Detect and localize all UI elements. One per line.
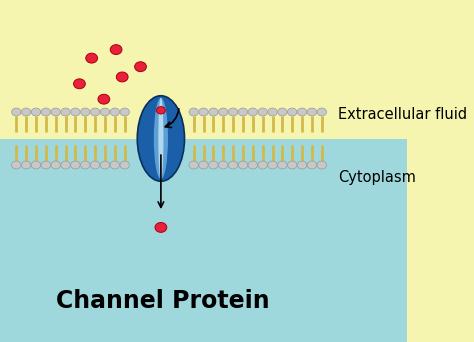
Circle shape [189, 108, 199, 116]
Circle shape [288, 108, 297, 116]
Circle shape [31, 161, 41, 169]
Circle shape [110, 45, 122, 54]
Circle shape [228, 161, 238, 169]
Circle shape [21, 161, 31, 169]
Circle shape [297, 108, 307, 116]
Circle shape [288, 161, 297, 169]
Circle shape [120, 108, 129, 116]
Circle shape [238, 108, 247, 116]
Circle shape [73, 79, 85, 89]
Circle shape [61, 108, 70, 116]
Circle shape [11, 161, 21, 169]
Circle shape [219, 108, 228, 116]
Circle shape [91, 108, 100, 116]
Circle shape [258, 161, 267, 169]
Circle shape [120, 161, 129, 169]
Circle shape [61, 161, 70, 169]
Circle shape [51, 108, 60, 116]
Circle shape [51, 161, 60, 169]
Circle shape [91, 161, 100, 169]
Circle shape [248, 161, 257, 169]
Circle shape [110, 161, 119, 169]
Circle shape [199, 161, 208, 169]
Circle shape [71, 108, 80, 116]
Text: Channel Protein: Channel Protein [56, 289, 270, 313]
Circle shape [307, 108, 317, 116]
Ellipse shape [137, 96, 184, 181]
Circle shape [110, 108, 119, 116]
Circle shape [278, 161, 287, 169]
Circle shape [41, 108, 51, 116]
Circle shape [31, 108, 41, 116]
Circle shape [81, 108, 90, 116]
Circle shape [297, 161, 307, 169]
Circle shape [11, 108, 21, 116]
Circle shape [317, 108, 327, 116]
Bar [0, 139, 407, 342]
Circle shape [278, 108, 287, 116]
Circle shape [21, 108, 31, 116]
Ellipse shape [158, 97, 164, 180]
Circle shape [100, 161, 109, 169]
Circle shape [41, 161, 51, 169]
Circle shape [209, 161, 218, 169]
Circle shape [156, 107, 165, 114]
Circle shape [116, 72, 128, 82]
Circle shape [248, 108, 257, 116]
Circle shape [199, 108, 208, 116]
Circle shape [228, 108, 238, 116]
Circle shape [238, 161, 247, 169]
Circle shape [86, 53, 98, 63]
Circle shape [98, 94, 110, 104]
Ellipse shape [154, 98, 168, 179]
Circle shape [268, 161, 277, 169]
Circle shape [209, 108, 218, 116]
Circle shape [258, 108, 267, 116]
Circle shape [268, 108, 277, 116]
Text: Cytoplasm: Cytoplasm [338, 170, 416, 185]
Circle shape [71, 161, 80, 169]
Circle shape [100, 108, 109, 116]
Text: Extracellular fluid: Extracellular fluid [338, 107, 467, 122]
Circle shape [307, 161, 317, 169]
Circle shape [135, 62, 146, 71]
Circle shape [317, 161, 327, 169]
Circle shape [219, 161, 228, 169]
Bar [0, 0, 407, 139]
Circle shape [155, 223, 167, 232]
Circle shape [189, 161, 199, 169]
Circle shape [81, 161, 90, 169]
